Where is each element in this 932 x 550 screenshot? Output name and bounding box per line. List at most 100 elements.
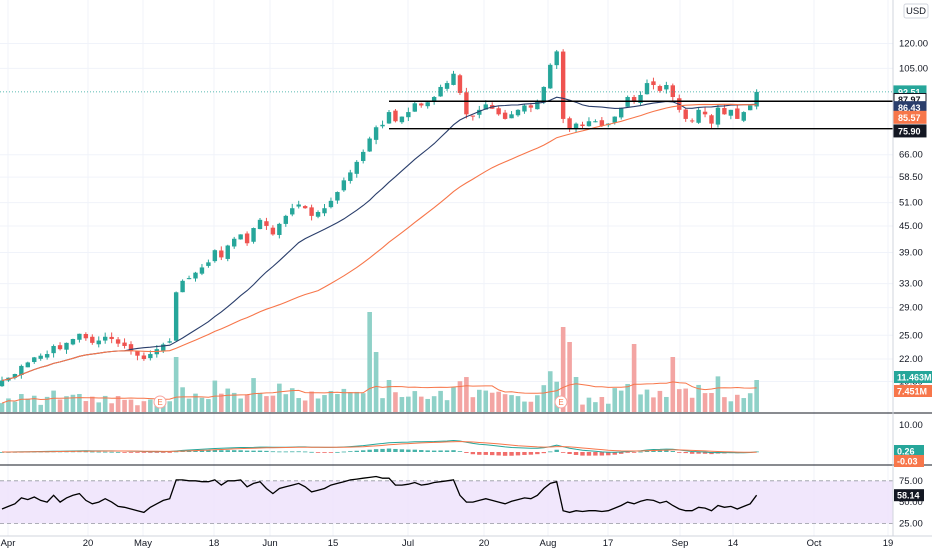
- candle-body: [412, 103, 417, 112]
- candle-body: [380, 124, 385, 127]
- macd-tag-label: 0.26: [897, 447, 915, 457]
- candle-body: [64, 342, 69, 350]
- candle-body: [212, 250, 218, 262]
- volume-bar: [335, 394, 340, 412]
- volume-bar: [251, 378, 256, 412]
- candle-body: [38, 355, 43, 359]
- candle-body: [696, 109, 701, 123]
- candle-body: [44, 354, 50, 358]
- macd-histogram-bar: [212, 449, 218, 452]
- candle-body: [735, 108, 740, 119]
- macd-histogram-bar: [302, 451, 308, 453]
- volume-bar: [709, 393, 714, 412]
- macd-histogram-bar: [683, 452, 688, 454]
- macd-histogram-bar: [612, 452, 617, 455]
- macd-histogram-bar: [219, 450, 224, 452]
- macd-histogram-bar: [322, 452, 327, 453]
- volume-bar: [193, 393, 198, 412]
- macd-histogram-bar: [380, 448, 385, 452]
- macd-histogram-bar: [83, 451, 89, 453]
- volume-bar: [328, 390, 334, 412]
- volume-bar: [728, 401, 734, 412]
- macd-histogram-bar: [541, 452, 546, 454]
- volume-bar: [431, 396, 437, 412]
- candle-body: [709, 115, 714, 124]
- volume-bar: [444, 400, 450, 412]
- candle-body: [470, 115, 476, 117]
- volume-bar: [741, 398, 747, 412]
- candle-body: [77, 333, 82, 340]
- candle-body: [296, 204, 301, 207]
- macd-histogram-bar: [496, 452, 501, 456]
- volume-bar: [83, 401, 89, 412]
- volume-bar: [625, 383, 630, 412]
- candle-body: [232, 238, 237, 247]
- macd-histogram-bar: [225, 450, 230, 452]
- macd-histogram-bar: [257, 450, 263, 452]
- price-tick-label: 66.00: [899, 150, 923, 161]
- currency-label: USD: [906, 6, 926, 17]
- volume-bar: [386, 379, 392, 412]
- macd-tick-label: 10.00: [899, 420, 923, 431]
- macd-histogram-bar: [90, 451, 95, 453]
- volume-bar: [238, 398, 243, 412]
- volume-bar: [412, 391, 418, 412]
- rsi-tick-label: 75.00: [899, 476, 923, 487]
- macd-histogram-bar: [309, 451, 314, 453]
- volume-tag-label: 11.463M: [897, 373, 932, 383]
- candle-body: [754, 91, 759, 107]
- candle-body: [167, 341, 172, 343]
- volume-bar: [77, 393, 82, 412]
- candle-body: [264, 221, 269, 226]
- macd-histogram-bar: [431, 450, 437, 452]
- candle-body: [348, 172, 353, 181]
- volume-bar: [373, 352, 379, 412]
- macd-histogram-bar: [135, 452, 140, 453]
- volume-bar: [199, 397, 205, 412]
- volume-bar: [644, 389, 650, 412]
- macd-histogram-bar: [128, 452, 134, 453]
- macd-histogram-bar: [232, 450, 237, 452]
- volume-bar: [573, 377, 579, 412]
- volume-bar: [606, 403, 611, 412]
- candle-body: [90, 336, 95, 343]
- volume-bar: [206, 399, 211, 412]
- time-tick-label: Apr: [1, 538, 16, 549]
- macd-histogram-bar: [470, 452, 476, 455]
- volume-bar: [128, 399, 134, 412]
- candle-body: [438, 86, 443, 97]
- candle-body: [619, 107, 624, 118]
- time-tick-label: 14: [728, 538, 739, 549]
- macd-histogram-bar: [567, 452, 572, 454]
- candle-body: [393, 110, 398, 122]
- time-tick-label: 18: [209, 538, 220, 549]
- time-tick-label: May: [134, 538, 152, 549]
- macd-signal-line: [2, 440, 757, 453]
- volume-bar: [541, 385, 547, 412]
- candle-body: [12, 374, 18, 378]
- volume-bar: [528, 401, 534, 412]
- volume-bar: [315, 398, 321, 412]
- volume-bar: [302, 400, 308, 412]
- candle-body: [148, 354, 153, 359]
- currency-box[interactable]: [903, 3, 929, 19]
- candle-body: [451, 73, 456, 85]
- candle-body: [51, 345, 56, 354]
- volume-bar: [6, 398, 11, 412]
- candle-body: [702, 111, 708, 115]
- candle-body: [277, 223, 282, 235]
- macd-histogram-bar: [270, 451, 276, 453]
- macd-histogram-bar: [412, 449, 417, 452]
- candle-body: [522, 105, 527, 112]
- candle-body: [141, 355, 147, 360]
- price-tick-label: 45.00: [899, 221, 923, 232]
- macd-tag: [894, 455, 924, 467]
- volume-bar: [109, 403, 114, 412]
- volume-bar: [747, 393, 753, 412]
- macd-histogram-bar: [386, 448, 392, 452]
- macd-histogram-bar: [296, 451, 301, 453]
- macd-histogram-bar: [244, 450, 250, 452]
- candle-body: [219, 250, 224, 258]
